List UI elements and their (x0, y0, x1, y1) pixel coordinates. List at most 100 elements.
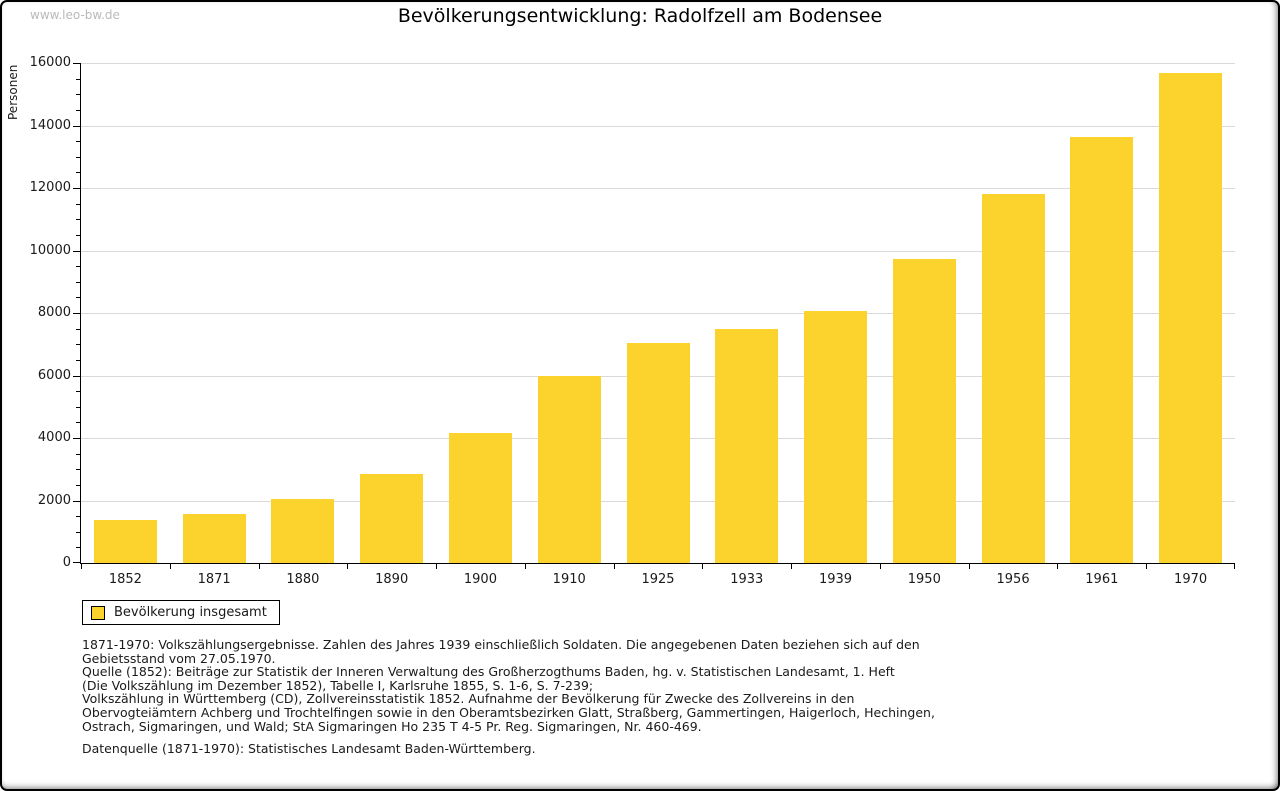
y-axis-tick (73, 63, 80, 64)
x-axis-label: 1956 (996, 572, 1030, 587)
legend: Bevölkerung insgesamt (82, 600, 280, 625)
y-axis-minor-tick (76, 516, 80, 518)
y-axis-minor-tick (76, 203, 80, 205)
x-axis-tick (1057, 563, 1058, 569)
x-axis-tick (81, 563, 82, 569)
footnote-line: Gebietsstand vom 27.05.1970. (82, 650, 276, 666)
gridline (81, 188, 1235, 189)
watermark: www.leo-bw.de (30, 8, 120, 22)
y-axis-tick-label: 16000 (29, 55, 71, 70)
gridline (81, 63, 1235, 64)
y-axis-minor-tick (76, 172, 80, 174)
x-axis-tick (525, 563, 526, 569)
x-axis-label: 1871 (197, 572, 231, 587)
y-axis-tick (73, 375, 80, 377)
y-axis-minor-tick (76, 328, 80, 330)
x-axis-tick (702, 563, 703, 569)
y-axis-minor-tick (76, 141, 80, 143)
y-axis-minor-tick (76, 281, 80, 283)
footnote-line: Quelle (1852): Beiträge zur Statistik de… (82, 664, 895, 680)
bar-1871 (182, 514, 246, 563)
x-axis-label: 1852 (108, 572, 142, 587)
y-axis-tick-label: 2000 (37, 492, 71, 508)
y-axis-minor-tick (76, 234, 80, 236)
x-axis-label: 1933 (730, 572, 764, 587)
footnote-line: (Die Volkszählung im Dezember 1852), Tab… (82, 677, 594, 693)
bar-1852 (93, 519, 157, 563)
y-axis-minor-tick (76, 484, 80, 486)
footnote-line: 1871-1970: Volkszählungsergebnisse. Zahl… (82, 637, 920, 652)
y-axis-title: Personen (6, 64, 20, 120)
bar-1956 (981, 194, 1045, 563)
y-axis-tick (73, 188, 80, 189)
x-axis-label: 1925 (641, 572, 675, 587)
y-axis-minor-tick (76, 406, 80, 408)
x-axis-tick (347, 563, 348, 569)
bar-1900 (448, 432, 512, 563)
y-axis-minor-tick (76, 266, 80, 268)
y-axis-tick-label: 6000 (37, 367, 71, 383)
x-axis-tick (1234, 563, 1235, 569)
x-axis-label: 1939 (818, 572, 853, 587)
y-axis-minor-tick (76, 297, 80, 299)
legend-swatch-icon (91, 605, 105, 620)
y-axis-tick-label: 0 (62, 555, 71, 570)
y-axis-minor-tick (76, 344, 80, 346)
y-axis-tick (73, 313, 80, 314)
x-axis-tick (436, 563, 437, 569)
x-axis-label: 1961 (1085, 572, 1119, 587)
y-axis-tick (73, 438, 80, 439)
x-axis-tick (880, 563, 881, 569)
x-axis-label: 1900 (463, 572, 497, 587)
gridline (81, 250, 1235, 252)
y-axis-minor-tick (76, 531, 80, 533)
y-axis-minor-tick (76, 391, 80, 393)
y-axis-tick-label: 8000 (37, 305, 71, 320)
y-axis-tick (73, 250, 80, 252)
x-axis-label: 1890 (375, 572, 409, 587)
x-axis-label: 1950 (907, 572, 941, 587)
plot-area: 0 2000 4000 6000 8000 10000 12000 14000 16000 185… (30, 55, 1235, 587)
chart-title: Bevölkerungsentwicklung: Radolfzell am B… (397, 5, 883, 27)
footnote-line: Volkszählung in Württemberg (CD), Zollve… (82, 691, 855, 707)
bar-1950 (892, 259, 956, 563)
bar-1910 (537, 375, 601, 563)
y-axis-tick (73, 500, 80, 502)
data-source-note: Datenquelle (1871-1970): Statistisches L… (82, 741, 536, 756)
legend-label: Bevölkerung insgesamt (114, 605, 267, 620)
x-axis-tick (969, 563, 970, 569)
y-axis-minor-tick (76, 547, 80, 549)
y-axis-minor-tick (76, 422, 80, 424)
y-axis-tick (73, 125, 80, 127)
footnote-line: Ostrach, Sigmaringen, und Wald; StA Sigm… (82, 718, 702, 734)
x-axis-tick (791, 563, 792, 569)
y-axis-minor-tick (76, 156, 80, 158)
gridline (81, 313, 1235, 314)
y-axis-minor-tick (76, 359, 80, 361)
footnotes: 1871-1970: Volkszählungsergebnisse. Zahl… (82, 638, 1232, 733)
y-axis-tick-label: 12000 (29, 180, 71, 195)
y-axis-tick-label: 14000 (29, 117, 71, 133)
footnote-line: Obervogteiämtern Achberg und Trochtelfin… (82, 704, 935, 720)
gridline (81, 125, 1235, 127)
bar-1970 (1159, 72, 1223, 563)
x-axis-tick (259, 563, 260, 569)
bar-1890 (360, 474, 424, 563)
bar-1925 (626, 342, 690, 563)
bar-1933 (715, 329, 779, 563)
y-axis-tick-label: 10000 (29, 242, 71, 258)
y-axis-minor-tick (76, 469, 80, 471)
y-axis-minor-tick (76, 219, 80, 221)
y-axis-minor-tick (76, 109, 80, 111)
y-axis-tick (73, 562, 80, 563)
x-axis-tick (170, 563, 171, 569)
x-axis-label: 1970 (1174, 572, 1208, 587)
x-axis-label: 1880 (286, 572, 320, 587)
y-axis-minor-tick (76, 94, 80, 96)
x-axis-tick (614, 563, 615, 569)
y-axis-tick-label: 4000 (37, 430, 71, 445)
bar-1961 (1070, 137, 1134, 563)
y-axis-minor-tick (76, 78, 80, 80)
bar-1939 (804, 310, 868, 563)
